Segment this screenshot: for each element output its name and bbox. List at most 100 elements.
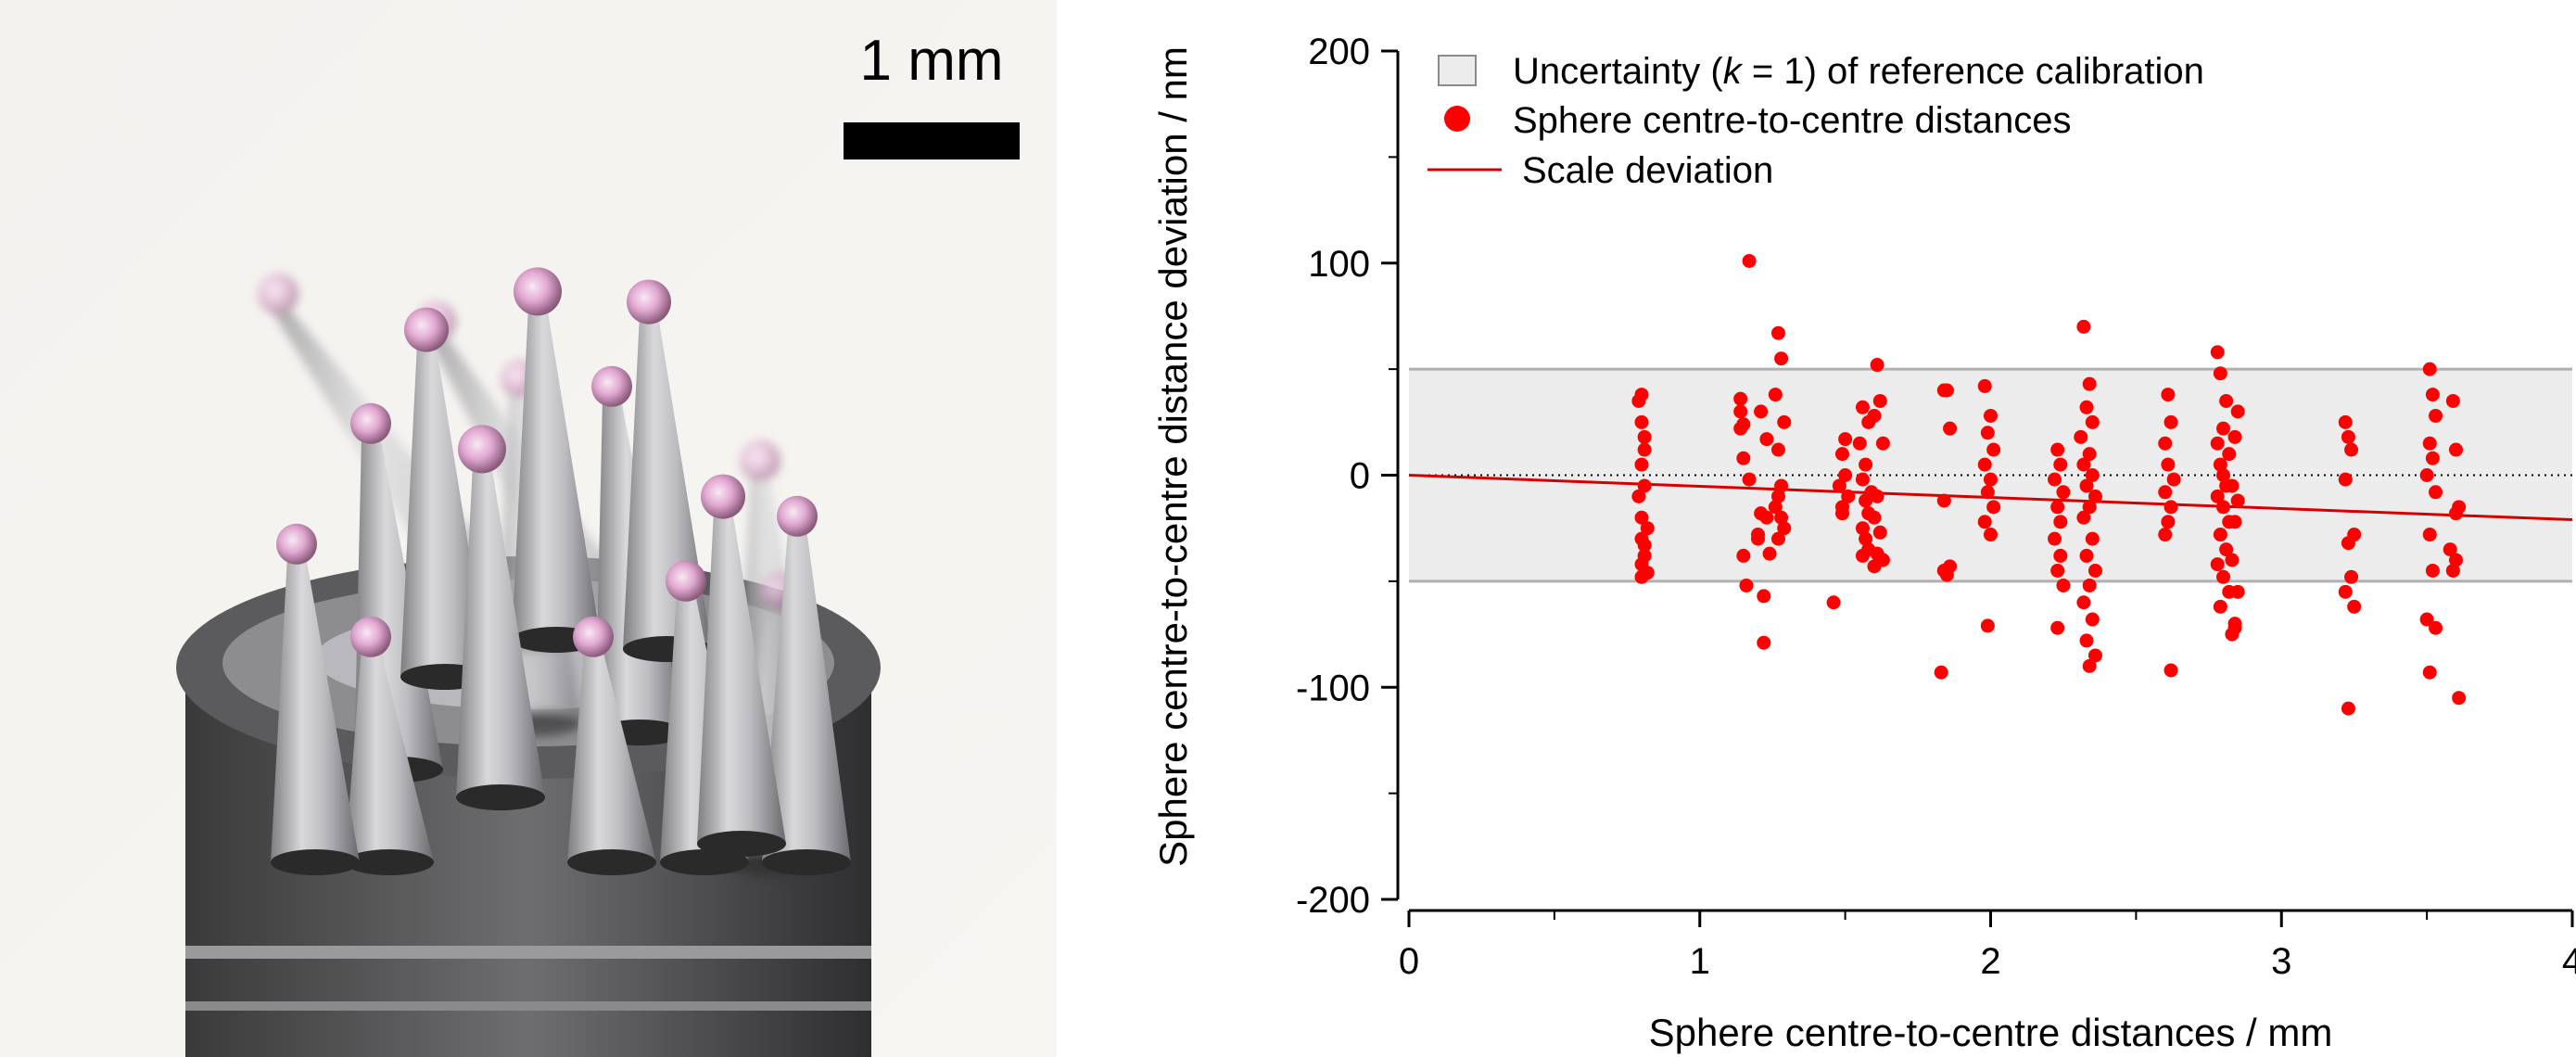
data-point [1868,409,1882,423]
data-point [2429,409,2443,423]
data-point [1978,458,1992,472]
data-point [1986,443,2000,457]
data-point [1743,254,1757,268]
data-point [1981,618,1995,632]
data-point [1940,568,1954,582]
data-point [1835,506,1849,520]
data-point [2056,485,2070,499]
data-point [1873,394,1887,408]
data-point [1757,636,1770,650]
data-point [1777,415,1791,429]
data-point [2339,585,2353,599]
x-tick-label: 3 [2271,941,2291,982]
data-point [2423,363,2437,376]
x-tick-label: 4 [2562,941,2576,982]
data-point [1827,595,1841,609]
data-point [2214,600,2227,614]
data-point [1635,570,1649,584]
data-point [2446,394,2460,408]
data-point [2225,554,2239,567]
data-point [2429,485,2443,499]
data-point [2083,659,2097,673]
data-point [2231,585,2245,599]
data-point [2074,430,2087,444]
data-point [2086,613,2100,627]
data-point [2080,401,2094,414]
x-axis-ticks: 0 1 2 3 4 [1399,911,2576,982]
data-point [1984,528,1998,541]
x-tick-label: 1 [1690,941,1710,982]
data-point [2076,320,2090,334]
data-point [1754,404,1768,418]
data-point [1635,415,1649,429]
data-point [1638,430,1652,444]
data-point [1631,490,1645,503]
data-point [2076,511,2090,525]
data-point [2050,443,2064,457]
data-point [2211,557,2225,571]
data-point [2053,549,2067,563]
data-point [1981,426,1995,439]
x-tick-label: 0 [1399,941,1419,982]
data-point [2161,458,2175,472]
data-point [1838,432,1852,446]
data-point [1751,528,1765,541]
data-point [2086,415,2100,429]
y-tick-label: 0 [1350,456,1370,497]
data-point [2423,528,2437,541]
data-point [2164,663,2178,677]
data-point [2214,528,2227,541]
data-point [1856,401,1870,414]
data-point [1876,437,1890,451]
data-point [2164,500,2178,514]
data-point [1981,485,1995,499]
photo-panel: 1 mm [0,0,1057,1057]
data-point [1856,549,1870,563]
data-point [2167,473,2181,487]
data-point [2429,621,2443,635]
data-point [2426,564,2440,578]
data-point [2228,621,2242,635]
data-point [1635,458,1649,472]
data-point [2339,415,2353,429]
data-point [2158,437,2172,451]
data-point [1871,490,1884,503]
data-point [1984,409,1998,423]
data-point [1978,515,1992,528]
data-point [2083,579,2097,592]
data-point [2076,595,2090,609]
data-point [2426,388,2440,401]
data-point [2216,570,2230,584]
data-point [1935,666,1948,680]
data-point [2083,377,2097,391]
data-point [2214,366,2227,380]
data-point [1871,358,1884,372]
data-point [2211,345,2225,359]
data-point [1853,437,1867,451]
y-axis-title: Sphere centre-to-centre distance deviati… [1151,46,1195,867]
data-point [1635,388,1649,401]
y-tick-label: 200 [1308,32,1370,72]
data-point [2452,691,2466,705]
data-point [1763,547,1777,561]
data-point [2086,532,2100,546]
data-point [2050,621,2064,635]
scale-bar-label: 1 mm [816,28,1047,94]
data-point [2420,468,2434,482]
data-point [1940,384,1954,398]
data-point [1733,404,1747,418]
data-point [1873,526,1887,540]
data-point [1638,443,1652,457]
data-point [2048,473,2062,487]
data-point [1774,351,1788,365]
data-point [2225,478,2239,492]
data-point [1771,443,1785,457]
scale-bar [844,122,1020,159]
data-point [2216,500,2230,514]
data-point [2219,394,2233,408]
data-point [1868,511,1882,525]
data-point [2053,458,2067,472]
data-point [1736,452,1750,465]
data-point [2341,536,2355,550]
data-point [2216,422,2230,436]
